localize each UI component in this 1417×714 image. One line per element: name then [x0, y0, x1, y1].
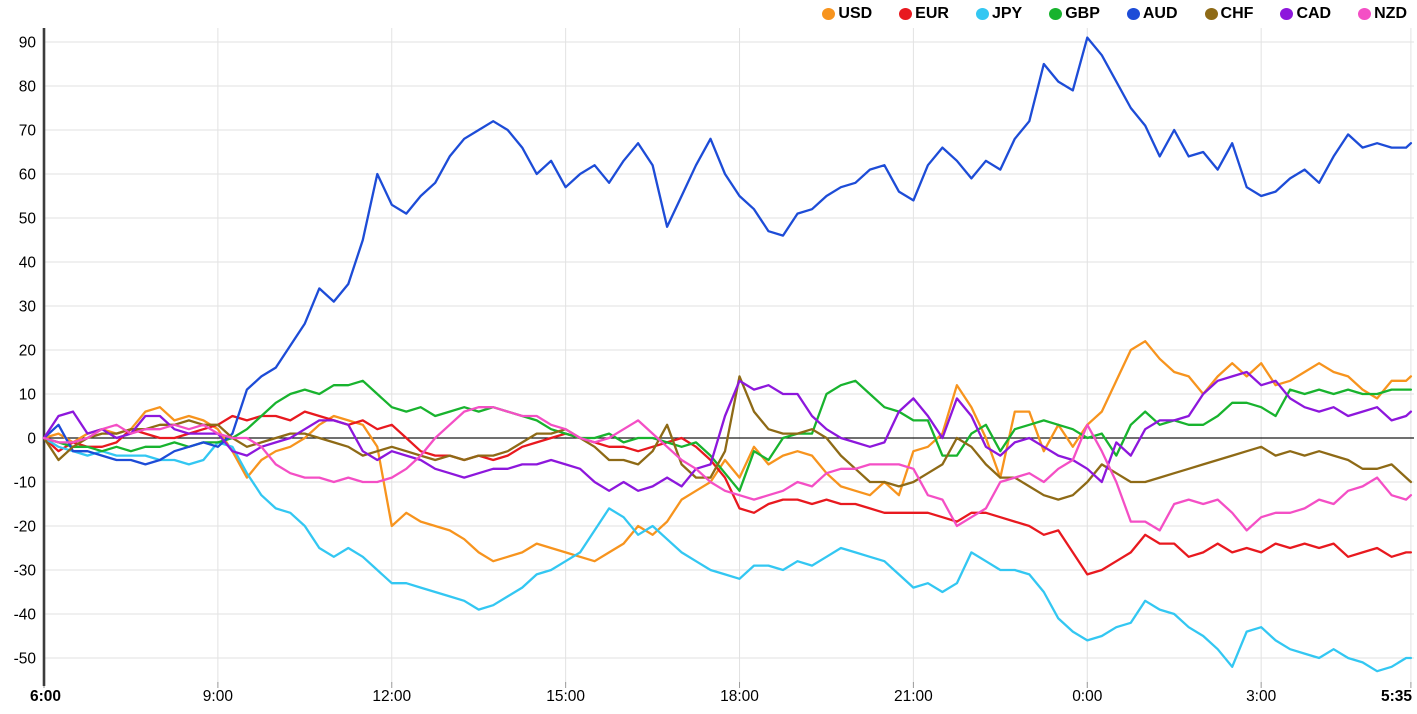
legend-label: EUR: [915, 5, 949, 22]
legend-dot-chf-icon: [1204, 8, 1218, 20]
legend-label: AUD: [1142, 5, 1178, 22]
legend-item-jpy[interactable]: JPY: [975, 4, 1023, 24]
y-tick-label: -50: [14, 651, 37, 668]
series-line-usd: [42, 340, 1413, 563]
legend-label: JPY: [991, 5, 1023, 22]
series-line-jpy: [42, 436, 1413, 673]
legend-dot-gbp-icon: [1049, 8, 1063, 20]
legend-dot-cad-icon: [1280, 8, 1294, 20]
y-tick-label: -40: [14, 607, 37, 624]
x-tick-label: 6:00: [30, 688, 61, 705]
series-line-aud: [42, 36, 1413, 466]
legend-label: USD: [838, 5, 873, 22]
legend-item-gbp[interactable]: GBP: [1049, 4, 1100, 24]
y-tick-label: 50: [19, 211, 37, 228]
y-tick-label: -30: [14, 563, 37, 580]
series-line-gbp: [42, 379, 1413, 492]
legend-label: CAD: [1296, 5, 1332, 22]
x-tick-label: 0:00: [1072, 688, 1103, 705]
legend-item-nzd[interactable]: NZD: [1358, 4, 1407, 24]
y-tick-label: 70: [19, 123, 37, 140]
x-tick-label: 15:00: [546, 688, 585, 705]
x-tick-label: 9:00: [203, 688, 234, 705]
legend-item-eur[interactable]: EUR: [899, 4, 949, 24]
y-tick-label: -10: [14, 475, 37, 492]
x-tick-label: 5:35: [1381, 688, 1412, 705]
y-tick-label: 0: [27, 431, 36, 448]
legend-dot-nzd-icon: [1358, 8, 1372, 20]
y-tick-label: 20: [19, 343, 37, 360]
y-tick-label: 40: [19, 255, 37, 272]
x-tick-label: 3:00: [1246, 688, 1277, 705]
legend-item-aud[interactable]: AUD: [1126, 4, 1178, 24]
series-line-nzd: [42, 406, 1413, 532]
legend-item-cad[interactable]: CAD: [1280, 4, 1331, 24]
series-line-chf: [42, 375, 1413, 501]
y-tick-label: -20: [14, 519, 37, 536]
legend-dot-usd-icon: [822, 8, 836, 20]
x-tick-label: 18:00: [720, 688, 759, 705]
legend: USD EUR JPY GBP AUD CHF CAD NZD: [822, 4, 1407, 24]
legend-dot-jpy-icon: [975, 8, 989, 20]
legend-label: NZD: [1374, 5, 1407, 22]
legend-item-chf[interactable]: CHF: [1204, 4, 1254, 24]
y-tick-label: 60: [19, 167, 37, 184]
legend-label: CHF: [1220, 5, 1254, 22]
x-tick-label: 21:00: [894, 688, 933, 705]
y-tick-label: 80: [19, 79, 37, 96]
x-tick-label: 12:00: [372, 688, 411, 705]
legend-item-usd[interactable]: USD: [822, 4, 872, 24]
y-tick-label: 90: [19, 35, 37, 52]
y-tick-label: 30: [19, 299, 37, 316]
legend-label: GBP: [1065, 5, 1100, 22]
y-tick-label: 10: [19, 387, 37, 404]
legend-dot-aud-icon: [1126, 8, 1140, 20]
series-line-cad: [42, 370, 1413, 492]
legend-dot-eur-icon: [899, 8, 913, 20]
